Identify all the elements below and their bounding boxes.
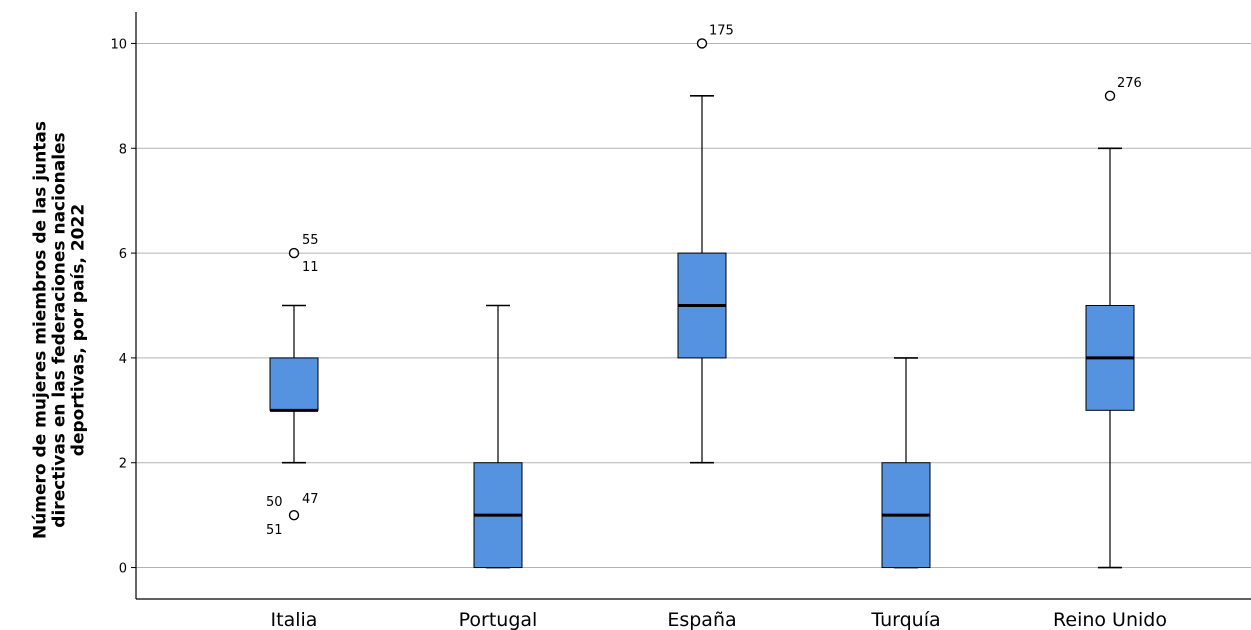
box-italia: 55 11 50 47 51 <box>266 233 319 538</box>
x-tick-label: España <box>667 609 736 630</box>
outlier-label: 50 <box>266 495 283 510</box>
outlier-label: 276 <box>1117 76 1142 91</box>
y-tick-label: 8 <box>119 142 127 157</box>
outlier-label: 175 <box>709 23 734 38</box>
outlier-marker <box>1104 90 1116 102</box>
tick-labels: 0 2 4 6 8 10 Italia Portugal España Turquía Reino … <box>110 37 1167 630</box>
x-tick-label: Turquía <box>870 609 940 630</box>
y-tick-label: 4 <box>119 352 127 367</box>
x-tick-label: Portugal <box>459 609 538 630</box>
x-tick-label: Reino Unido <box>1053 609 1167 630</box>
y-tick-label: 6 <box>119 247 127 262</box>
outlier-label: 55 <box>302 233 319 248</box>
box-portugal <box>473 304 523 569</box>
outlier-label: 51 <box>266 523 283 538</box>
outlier-marker <box>288 247 300 259</box>
outlier-marker <box>696 38 708 49</box>
box-turquía <box>881 357 931 569</box>
outlier-label: 11 <box>302 260 319 275</box>
box-españa: 175 <box>677 23 734 464</box>
box-reino-unido: 276 <box>1085 76 1142 569</box>
boxes: 55 11 50 47 51 175 276 <box>266 23 1142 569</box>
x-tick-label: Italia <box>271 609 318 630</box>
outlier-marker <box>288 509 300 521</box>
y-tick-label: 0 <box>119 562 127 577</box>
y-tick-label: 2 <box>119 457 127 472</box>
outlier-label: 47 <box>302 492 319 507</box>
axes <box>131 12 1251 600</box>
y-tick-label: 10 <box>110 37 127 52</box>
iqr-box <box>269 357 319 411</box>
